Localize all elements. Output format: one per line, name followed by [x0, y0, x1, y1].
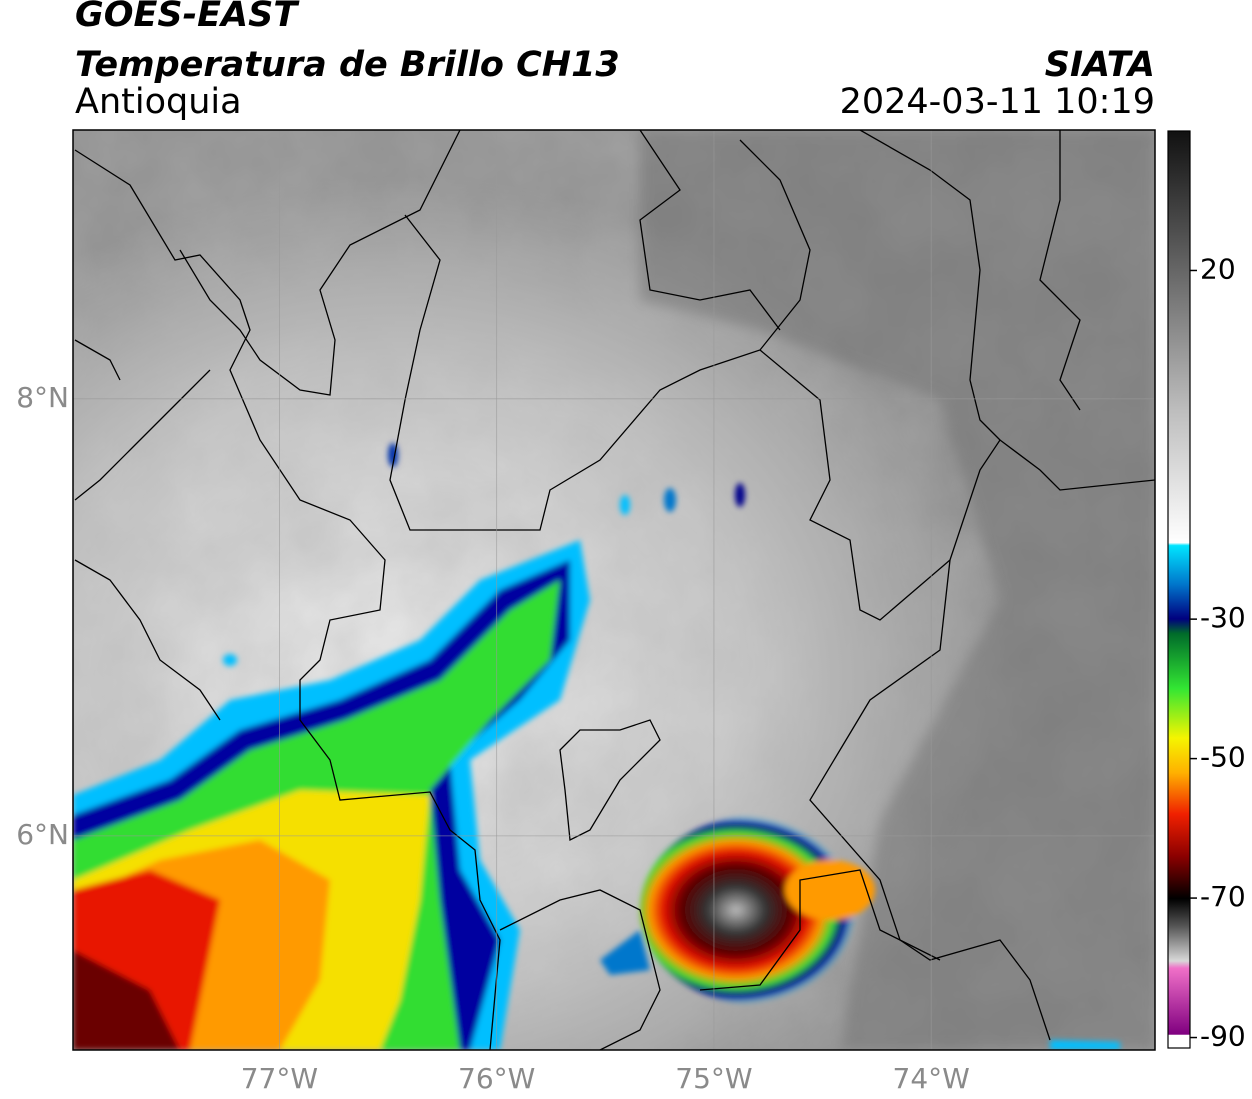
colorbar-tick-label: -50	[1200, 741, 1246, 774]
lat-tick-label: 8°N	[16, 381, 69, 414]
dry-region	[640, 130, 1155, 1050]
borders	[74, 130, 1155, 1050]
colorbar-tick-label: -90	[1200, 1020, 1246, 1053]
region: Antioquia	[75, 82, 242, 122]
map-frame	[72, 129, 1156, 1051]
source: SIATA	[1045, 45, 1155, 85]
colorbar	[1167, 130, 1191, 1049]
lon-tick-label: 76°W	[458, 1062, 535, 1095]
lon-tick-label: 74°W	[893, 1062, 970, 1095]
subtitle: Temperatura de Brillo CH13	[75, 45, 620, 85]
graticule: 77°W 76°W 75°W 74°W 8°N 6°N	[16, 130, 1155, 1095]
colorbar-tick-label: -70	[1200, 880, 1246, 913]
lon-tick-label: 77°W	[241, 1062, 318, 1095]
map-image	[73, 130, 1155, 1050]
title: GOES-EAST	[75, 0, 300, 35]
datetime: 2024-03-11 10:19	[840, 82, 1155, 122]
lon-tick-label: 75°W	[675, 1062, 752, 1095]
colorbar-tick-label: 20	[1200, 252, 1236, 285]
lat-tick-label: 6°N	[16, 818, 69, 851]
cloud-field	[73, 443, 1120, 1050]
colorbar-tick-label: -30	[1200, 601, 1246, 634]
